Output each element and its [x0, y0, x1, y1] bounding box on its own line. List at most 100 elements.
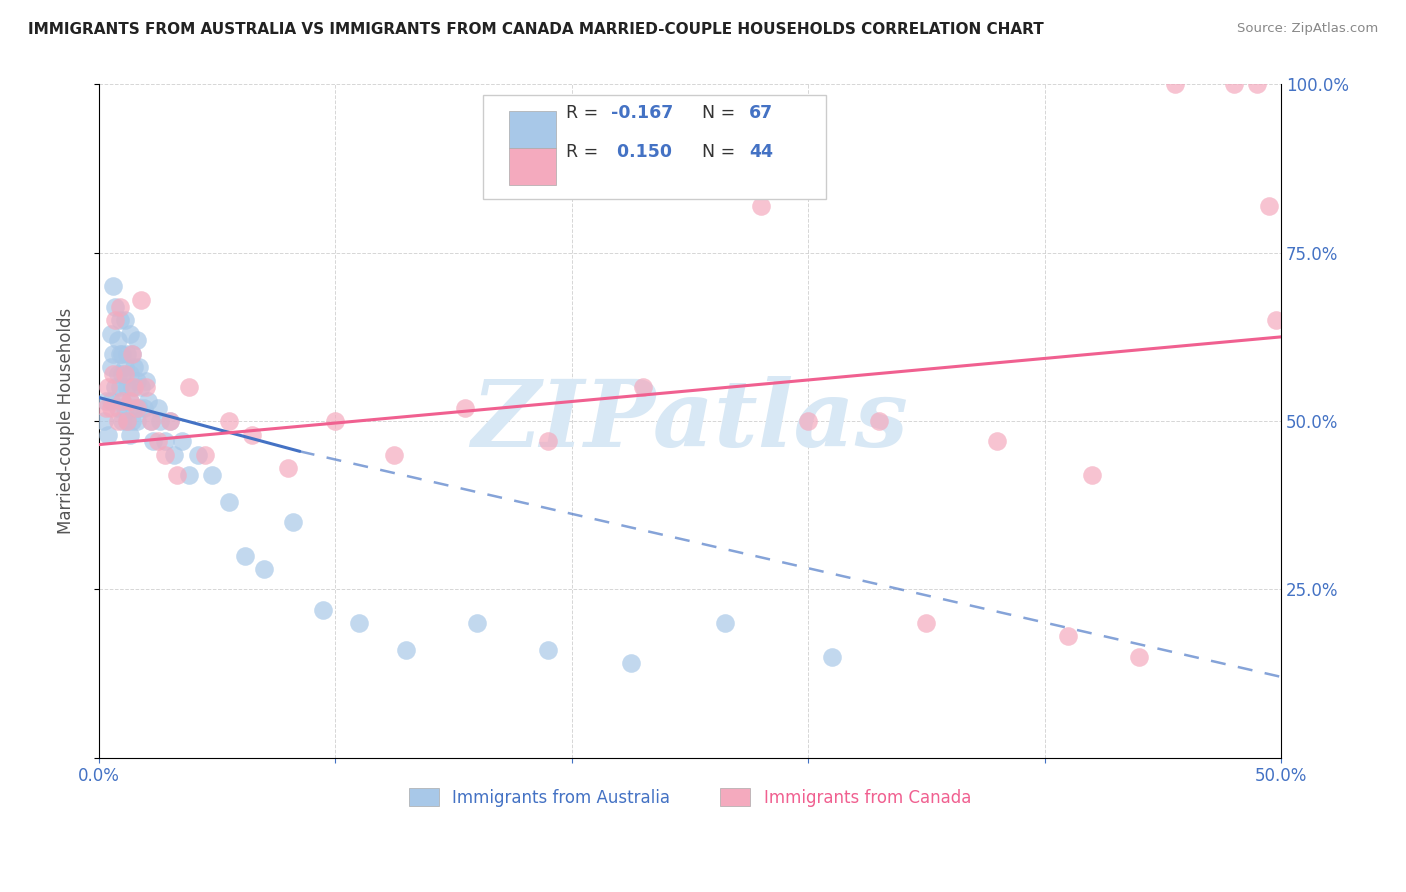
Point — [138, 393, 160, 408]
Point — [125, 333, 148, 347]
Point — [131, 380, 153, 394]
Point — [382, 448, 405, 462]
Point — [1057, 630, 1080, 644]
Point — [121, 414, 143, 428]
FancyBboxPatch shape — [484, 95, 825, 199]
Y-axis label: Married-couple Households: Married-couple Households — [58, 308, 75, 534]
Point — [465, 615, 488, 630]
Point — [107, 414, 129, 428]
Point — [218, 495, 240, 509]
Point — [107, 367, 129, 381]
Point — [94, 393, 117, 408]
Text: 67: 67 — [749, 103, 773, 121]
Point — [108, 380, 131, 394]
Point — [139, 414, 162, 428]
Point — [122, 360, 145, 375]
Point — [166, 467, 188, 482]
Point — [242, 427, 264, 442]
Point — [100, 401, 122, 415]
Point — [149, 414, 172, 428]
Point — [111, 347, 134, 361]
Point — [146, 401, 169, 415]
Text: 0.150: 0.150 — [610, 143, 672, 161]
Point — [631, 380, 654, 394]
Point — [128, 401, 150, 415]
Point — [194, 448, 217, 462]
Point — [153, 434, 176, 449]
Point — [100, 393, 122, 408]
Point — [714, 615, 737, 630]
Point — [142, 434, 165, 449]
Point — [159, 414, 181, 428]
Text: 44: 44 — [749, 143, 773, 161]
Point — [868, 414, 890, 428]
Point — [111, 414, 134, 428]
Point — [121, 380, 143, 394]
Point — [1258, 199, 1281, 213]
Point — [104, 300, 127, 314]
Text: R =: R = — [565, 143, 603, 161]
Point — [94, 401, 117, 415]
Point — [101, 347, 124, 361]
Point — [104, 380, 127, 394]
Text: R =: R = — [565, 103, 603, 121]
Point — [253, 562, 276, 576]
Point — [114, 313, 136, 327]
Point — [101, 279, 124, 293]
Point — [915, 615, 938, 630]
Point — [114, 360, 136, 375]
Point — [170, 434, 193, 449]
Point — [118, 427, 141, 442]
Point — [97, 380, 120, 394]
Point — [114, 367, 136, 381]
Point — [115, 414, 138, 428]
Point — [118, 326, 141, 341]
Point — [118, 393, 141, 408]
Text: N =: N = — [702, 103, 741, 121]
FancyBboxPatch shape — [509, 112, 557, 148]
Point — [108, 313, 131, 327]
Point — [323, 414, 346, 428]
Point — [139, 414, 162, 428]
Point — [107, 333, 129, 347]
Point — [125, 401, 148, 415]
Point — [97, 427, 120, 442]
Point — [163, 448, 186, 462]
Point — [1163, 78, 1185, 92]
Point — [177, 467, 200, 482]
Point — [118, 393, 141, 408]
Point — [347, 615, 370, 630]
Point — [128, 360, 150, 375]
Point — [1222, 78, 1244, 92]
Point — [111, 367, 134, 381]
Point — [121, 347, 143, 361]
Point — [235, 549, 257, 563]
Text: ZIPatlas: ZIPatlas — [471, 376, 908, 466]
Point — [108, 300, 131, 314]
Point — [1265, 313, 1288, 327]
Point — [201, 467, 224, 482]
Point — [132, 401, 155, 415]
Point — [118, 367, 141, 381]
Point — [107, 401, 129, 415]
Text: Source: ZipAtlas.com: Source: ZipAtlas.com — [1237, 22, 1378, 36]
Point — [395, 643, 418, 657]
Point — [159, 414, 181, 428]
Point — [115, 347, 138, 361]
Point — [821, 649, 844, 664]
Point — [797, 414, 820, 428]
Point — [153, 448, 176, 462]
Point — [104, 313, 127, 327]
Point — [537, 643, 560, 657]
Point — [115, 414, 138, 428]
Legend: Immigrants from Australia, Immigrants from Canada: Immigrants from Australia, Immigrants fr… — [402, 781, 977, 814]
Point — [131, 293, 153, 307]
Point — [115, 380, 138, 394]
Point — [620, 657, 643, 671]
Text: -0.167: -0.167 — [610, 103, 673, 121]
FancyBboxPatch shape — [509, 148, 557, 186]
Point — [114, 401, 136, 415]
Point — [218, 414, 240, 428]
Point — [986, 434, 1008, 449]
Point — [93, 414, 115, 428]
